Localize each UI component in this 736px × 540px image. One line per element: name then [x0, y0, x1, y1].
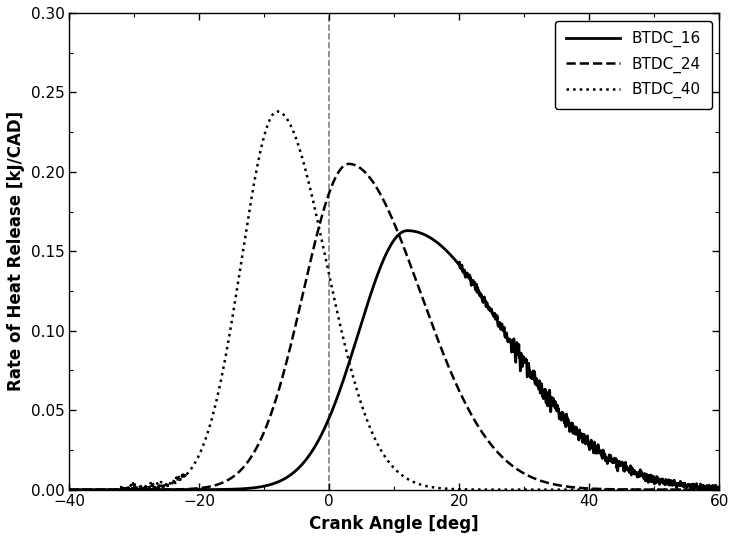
BTDC_40 [65, 487, 74, 493]
BTDC_24 [177, 486, 186, 492]
Y-axis label: Rate of Heat Release [kJ/CAD]: Rate of Heat Release [kJ/CAD] [7, 111, 25, 392]
Line: BTDC_24: BTDC_24 [69, 164, 719, 490]
BTDC_16 [703, 482, 712, 489]
Legend: BTDC_16, BTDC_24, BTDC_40: BTDC_16, BTDC_24, BTDC_40 [556, 21, 712, 109]
BTDC_24 [314, 225, 323, 232]
BTDC_24 [342, 161, 351, 167]
BTDC_24 [632, 487, 641, 493]
BTDC_16 [342, 367, 351, 373]
BTDC_16 [177, 487, 186, 493]
X-axis label: Crank Angle [deg]: Crank Angle [deg] [310, 515, 479, 533]
Line: BTDC_40: BTDC_40 [69, 111, 719, 490]
Line: BTDC_16: BTDC_16 [69, 231, 719, 490]
BTDC_24 [65, 487, 74, 493]
BTDC_16 [715, 485, 723, 492]
BTDC_40 [342, 350, 351, 356]
BTDC_16 [697, 487, 706, 493]
BTDC_40 [273, 108, 282, 114]
BTDC_24 [139, 487, 148, 493]
BTDC_16 [65, 487, 74, 493]
BTDC_24 [702, 487, 711, 493]
BTDC_40 [139, 482, 148, 488]
BTDC_24 [715, 487, 723, 493]
BTDC_40 [314, 223, 323, 230]
BTDC_40 [715, 487, 723, 493]
BTDC_40 [177, 475, 186, 481]
BTDC_16 [314, 437, 323, 443]
BTDC_40 [702, 487, 711, 493]
BTDC_16 [403, 227, 412, 234]
BTDC_16 [632, 470, 641, 477]
BTDC_16 [139, 487, 148, 493]
BTDC_40 [632, 487, 641, 493]
BTDC_24 [344, 161, 353, 167]
